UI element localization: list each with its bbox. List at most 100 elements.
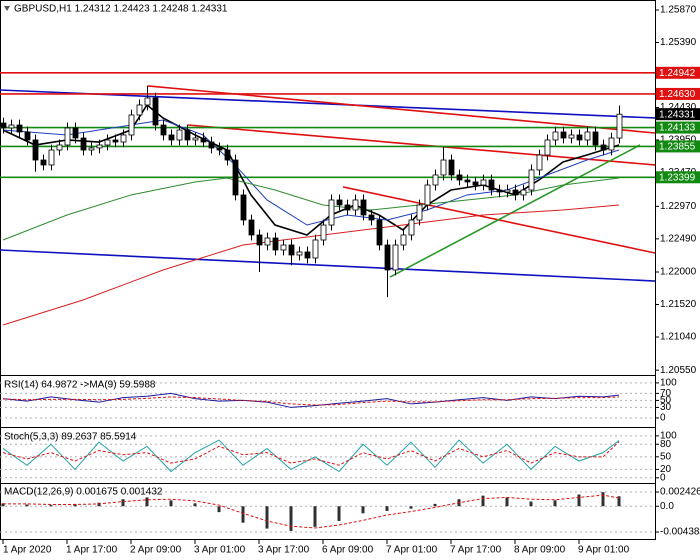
y-tick-label: 80 bbox=[660, 439, 672, 450]
y-tick-label: 1.22000 bbox=[660, 267, 697, 278]
candle-body bbox=[200, 137, 207, 143]
candle-body bbox=[40, 159, 47, 166]
candle-body bbox=[480, 179, 487, 186]
candle-body bbox=[104, 139, 111, 146]
candle-body bbox=[344, 204, 351, 211]
candle-body bbox=[504, 189, 511, 193]
candle-body bbox=[448, 159, 455, 176]
candle-body bbox=[112, 139, 119, 143]
candle-body bbox=[272, 237, 279, 251]
candle-body bbox=[184, 129, 191, 141]
histogram-bar bbox=[361, 506, 365, 514]
y-tick-label: 1.23950 bbox=[660, 135, 697, 146]
chart-frame bbox=[0, 0, 656, 540]
y-tick-label: 0 bbox=[660, 472, 666, 483]
candle-body bbox=[312, 239, 319, 259]
candle-body bbox=[472, 181, 479, 186]
indicator-title: MACD(12,26,9) 0.001675 0.001432 bbox=[4, 487, 163, 498]
candle-body bbox=[424, 184, 431, 206]
candle-body bbox=[240, 194, 247, 221]
candle-body bbox=[368, 214, 375, 221]
y-tick-label: 50 bbox=[660, 395, 672, 406]
level-tag bbox=[656, 140, 700, 153]
candle-body bbox=[528, 169, 535, 191]
histogram-bar bbox=[337, 506, 341, 521]
last-price-label: 1.24331 bbox=[659, 109, 696, 120]
candle-body bbox=[384, 244, 391, 271]
histogram-bar bbox=[25, 504, 29, 507]
moving-average bbox=[2, 119, 620, 226]
histogram-bar bbox=[49, 505, 53, 507]
indicator-title: RSI(14) 64.9872 ->MA(9) 59.5988 bbox=[4, 380, 156, 391]
indicator-line bbox=[3, 494, 620, 529]
candle-body bbox=[160, 124, 167, 136]
candle-body bbox=[168, 134, 175, 141]
y-tick-label: 1.25870 bbox=[660, 5, 697, 16]
last-price-tag bbox=[656, 108, 700, 121]
candle-body bbox=[232, 159, 239, 196]
histogram-bar bbox=[241, 506, 245, 523]
histogram-bar bbox=[505, 497, 509, 507]
y-tick-label: 1.20550 bbox=[660, 365, 697, 376]
candle-body bbox=[328, 199, 335, 226]
histogram-bar bbox=[313, 506, 317, 527]
collapse-icon[interactable] bbox=[4, 6, 10, 11]
x-tick-label: 9 Apr 01:00 bbox=[578, 545, 630, 556]
candle-body bbox=[88, 147, 95, 151]
y-tick-label: 1.22490 bbox=[660, 233, 697, 244]
moving-average bbox=[2, 103, 620, 236]
candle-body bbox=[536, 154, 543, 171]
x-tick-label: 7 Apr 17:00 bbox=[450, 545, 502, 556]
candle-body bbox=[432, 174, 439, 186]
candle-body bbox=[288, 244, 295, 256]
drawing-layer bbox=[0, 72, 656, 533]
candle-body bbox=[216, 147, 223, 151]
candle-body bbox=[552, 131, 559, 141]
candle-body bbox=[392, 244, 399, 271]
candle-body bbox=[512, 189, 519, 196]
candle-body bbox=[96, 144, 103, 149]
histogram-bar bbox=[385, 506, 389, 511]
level-tag bbox=[656, 171, 700, 184]
candle-body bbox=[496, 189, 503, 193]
histogram-bar bbox=[121, 499, 125, 507]
y-tick-label: 1.21520 bbox=[660, 299, 697, 310]
y-tick-label: 30 bbox=[660, 402, 672, 413]
candle-body bbox=[280, 244, 287, 251]
candle-body bbox=[336, 199, 343, 206]
candle-body bbox=[592, 131, 599, 146]
histogram-bar bbox=[529, 501, 533, 507]
x-tick-label: 3 Apr 01:00 bbox=[194, 545, 246, 556]
candle-body bbox=[416, 204, 423, 221]
indicator-line bbox=[2, 439, 620, 473]
candle-body bbox=[576, 134, 583, 141]
y-tick-label: 100 bbox=[660, 431, 677, 442]
candle-body bbox=[568, 134, 575, 139]
candle-body bbox=[544, 139, 551, 156]
histogram-bar bbox=[409, 506, 413, 509]
y-tick-label: 0.002426 bbox=[660, 487, 700, 498]
trend-line bbox=[0, 249, 656, 282]
candle-body bbox=[352, 199, 359, 211]
candle-body bbox=[0, 122, 7, 129]
x-tick-label: 1 Apr 2020 bbox=[3, 545, 52, 556]
candle-body bbox=[72, 127, 79, 139]
y-tick-label: 1.22970 bbox=[660, 201, 697, 212]
y-tick-label: -0.004384 bbox=[660, 527, 700, 538]
candle-body bbox=[192, 137, 199, 141]
candle-body bbox=[400, 234, 407, 246]
candle-body bbox=[560, 131, 567, 139]
y-tick-label: 50 bbox=[660, 451, 672, 462]
histogram-bar bbox=[289, 506, 293, 531]
level-label: 1.24133 bbox=[659, 123, 696, 134]
y-tick-label: 70 bbox=[660, 388, 672, 399]
candle-body bbox=[136, 104, 143, 116]
histogram-bar bbox=[217, 506, 221, 513]
candle-body bbox=[304, 251, 311, 259]
level-tag bbox=[656, 87, 700, 100]
candle-body bbox=[32, 139, 39, 161]
histogram-bar bbox=[601, 492, 605, 507]
indicator-line bbox=[2, 392, 620, 408]
